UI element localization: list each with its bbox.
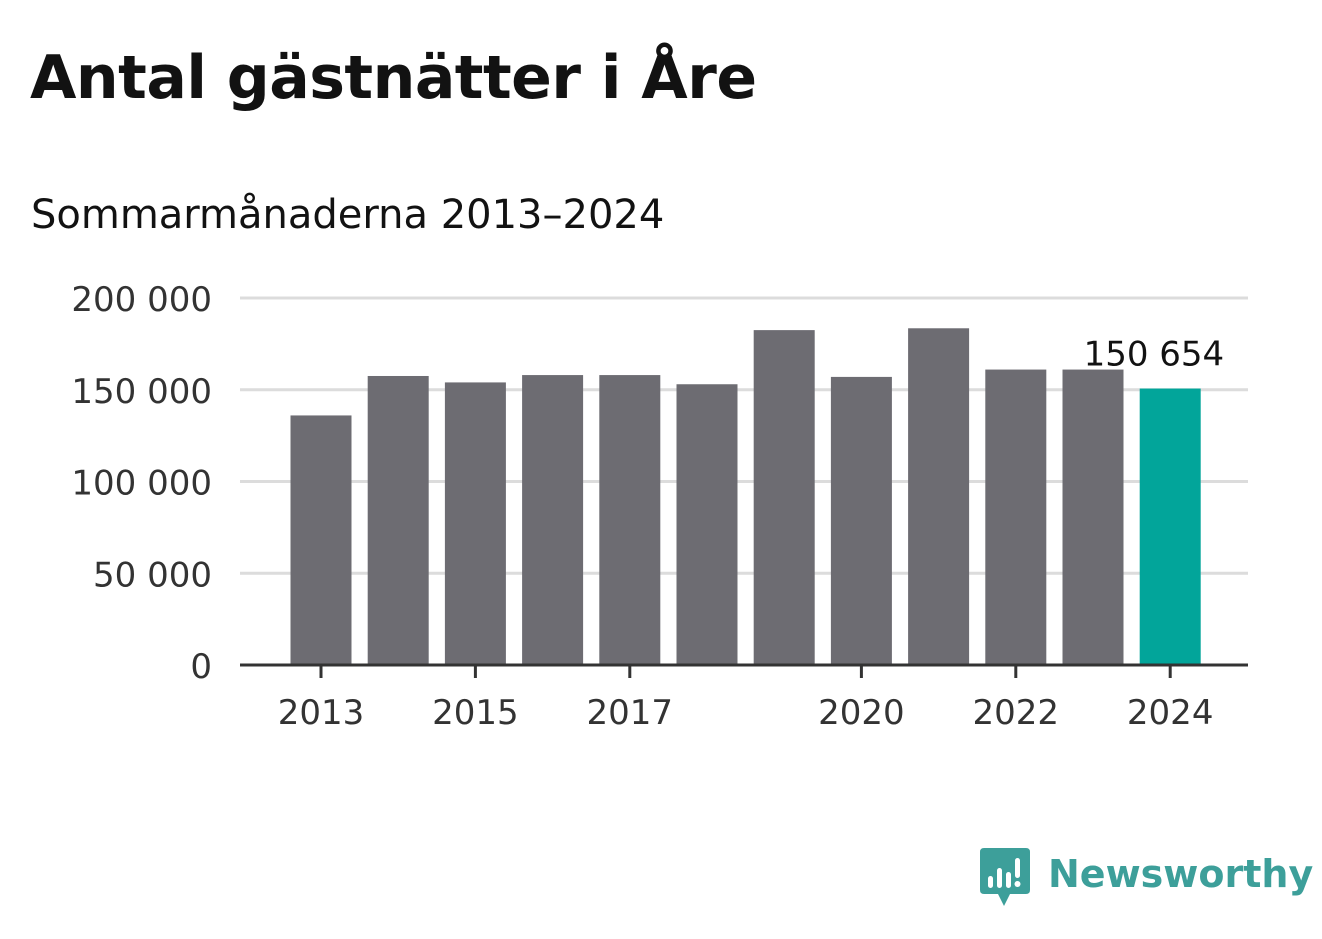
x-axis-tick-labels: 2013 2015 2017 2020 2022 2024 [278, 665, 1214, 733]
y-tick-label: 200 000 [71, 280, 212, 320]
bar-2018 [676, 384, 738, 665]
y-tick-label: 150 000 [71, 372, 212, 412]
brand: Newsworthy [980, 848, 1313, 910]
bar-2020 [830, 376, 892, 665]
y-tick-label: 0 [190, 647, 212, 687]
y-axis-tick-labels: 0 50 000 100 000 150 000 200 000 [71, 280, 212, 687]
bar-2021 [908, 328, 970, 665]
x-tick-label: 2022 [973, 693, 1060, 733]
data-label-2024: 150 654 [1084, 335, 1225, 375]
brand-name: Newsworthy [1048, 852, 1314, 896]
x-tick-label: 2017 [587, 693, 674, 733]
bar-2017 [599, 375, 661, 665]
bar-2013 [290, 415, 352, 665]
x-tick-label: 2013 [278, 693, 365, 733]
chart-subtitle: Sommarmånaderna 2013–2024 [31, 192, 665, 238]
bar-2016 [522, 375, 584, 665]
x-tick-label: 2015 [432, 693, 519, 733]
x-tick-label: 2020 [818, 693, 905, 733]
annotations: 150 654 [1081, 332, 1228, 378]
bar-2023 [1062, 369, 1124, 665]
y-tick-label: 50 000 [93, 555, 212, 595]
bar-2014 [367, 375, 429, 665]
bar-2015 [444, 382, 506, 665]
bar-2019 [753, 330, 815, 665]
bars [290, 328, 1201, 665]
chart-title: Antal gästnätter i Åre [30, 43, 757, 113]
newsworthy-logo-icon [980, 848, 1030, 906]
bar-2022 [985, 369, 1047, 665]
y-tick-label: 100 000 [71, 464, 212, 504]
x-tick-label: 2024 [1127, 693, 1214, 733]
bar-2024 [1139, 388, 1201, 665]
